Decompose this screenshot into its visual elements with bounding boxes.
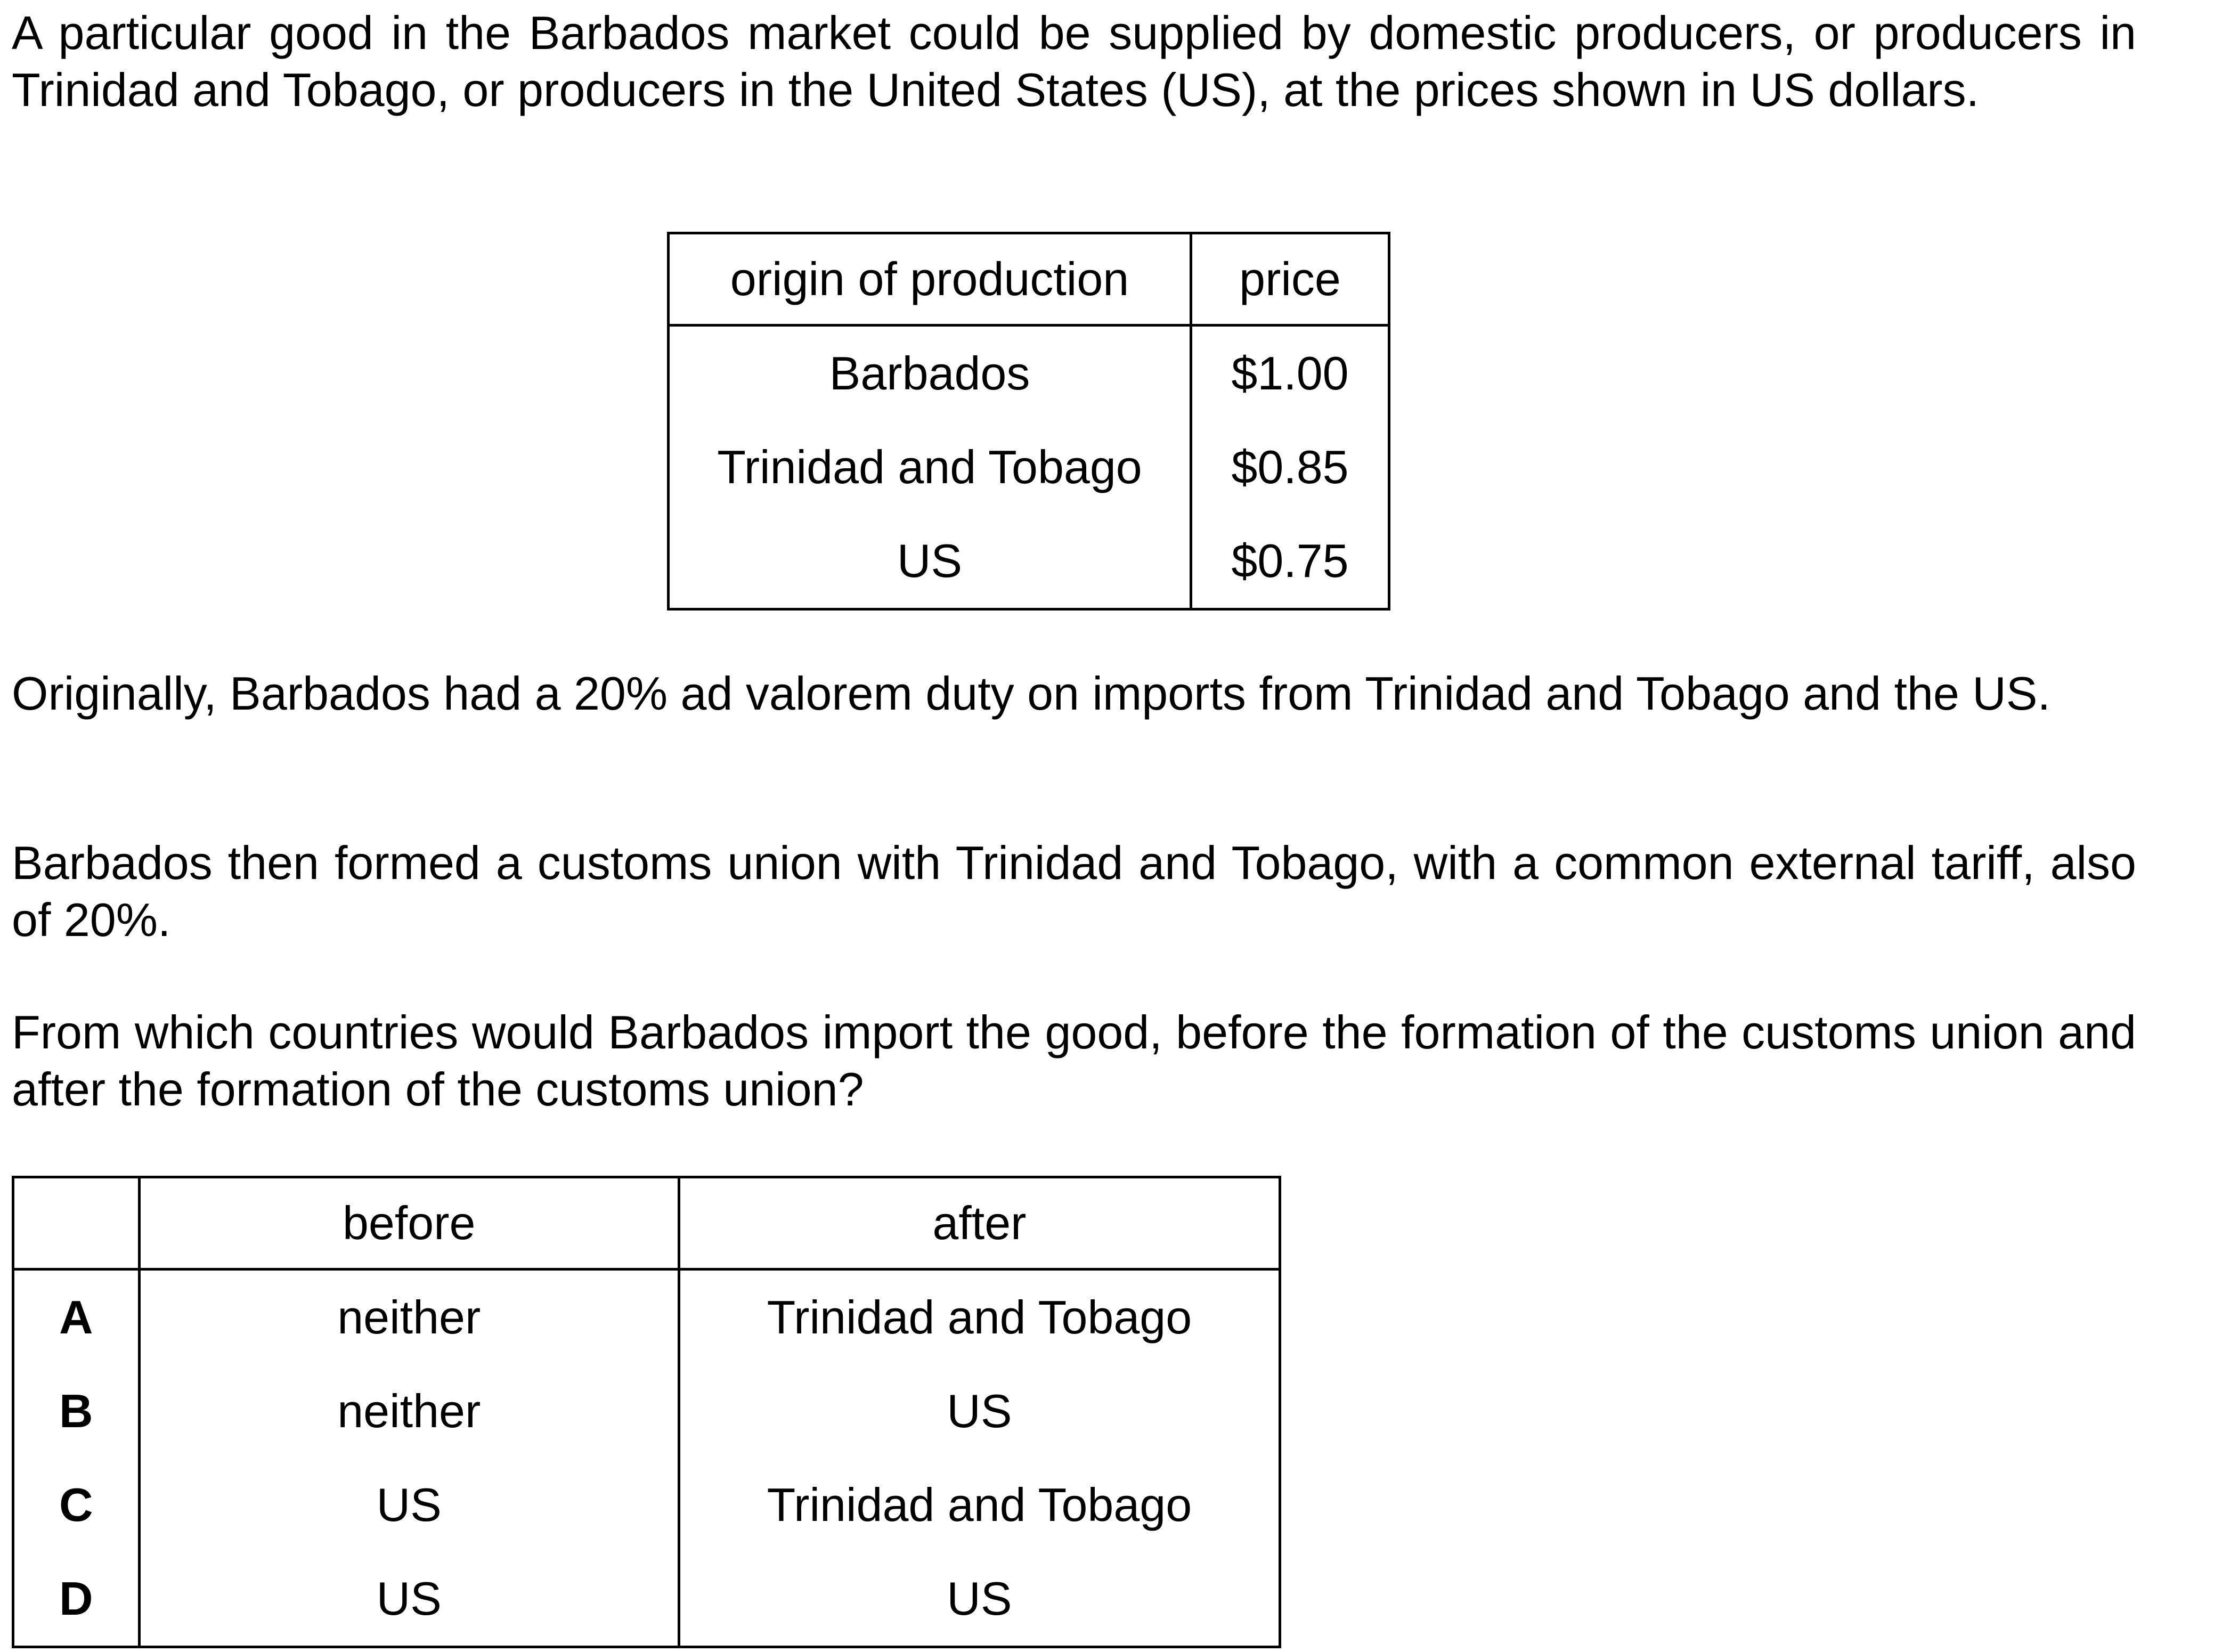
origin-cell: Barbados	[668, 325, 1193, 420]
option-row-b[interactable]: B neither US	[13, 1364, 1280, 1458]
origin-cell: US	[668, 514, 1193, 609]
price-table-row: Barbados $1.00	[668, 325, 1389, 420]
option-before-cell: US	[139, 1458, 680, 1552]
price-table-row: US $0.75	[668, 514, 1389, 609]
option-letter: A	[13, 1269, 141, 1364]
before-column-header: before	[139, 1177, 680, 1271]
options-table-header-row: before after	[13, 1177, 1280, 1271]
price-cell: $0.85	[1231, 441, 1349, 493]
intro-paragraph: A particular good in the Barbados market…	[12, 6, 2136, 116]
price-table-row: Trinidad and Tobago $0.85	[668, 420, 1389, 514]
option-before-cell: neither	[139, 1364, 680, 1458]
option-before-cell: US	[139, 1552, 680, 1647]
price-cell: $0.75	[1231, 534, 1349, 587]
option-row-c[interactable]: C US Trinidad and Tobago	[13, 1458, 1280, 1552]
option-row-d[interactable]: D US US	[13, 1552, 1280, 1647]
price-column-header: price	[1191, 233, 1389, 327]
option-letter: C	[13, 1458, 141, 1552]
origin-column-header: origin of production	[668, 233, 1193, 327]
letter-column-header	[13, 1177, 141, 1271]
after-column-header: after	[679, 1177, 1280, 1271]
option-before-cell: neither	[139, 1269, 680, 1364]
option-letter: B	[13, 1364, 141, 1458]
price-table-header-row: origin of production price	[668, 233, 1389, 327]
duty-paragraph: Originally, Barbados had a 20% ad valore…	[12, 667, 2050, 720]
option-after-cell: US	[947, 1385, 1012, 1437]
answer-options-table: before after A neither Trinidad and Toba…	[12, 1176, 1281, 1648]
origin-cell: Trinidad and Tobago	[668, 420, 1193, 514]
customs-union-paragraph: Barbados then formed a customs union wit…	[12, 836, 2136, 946]
option-after-cell: Trinidad and Tobago	[767, 1478, 1192, 1531]
option-after-cell: Trinidad and Tobago	[767, 1291, 1192, 1344]
question-paragraph: From which countries would Barbados impo…	[12, 1006, 2136, 1116]
price-table: origin of production price Barbados $1.0…	[667, 232, 1390, 611]
price-cell: $1.00	[1231, 347, 1349, 400]
option-letter: D	[13, 1552, 141, 1647]
option-row-a[interactable]: A neither Trinidad and Tobago	[13, 1269, 1280, 1364]
option-after-cell: US	[947, 1572, 1012, 1625]
